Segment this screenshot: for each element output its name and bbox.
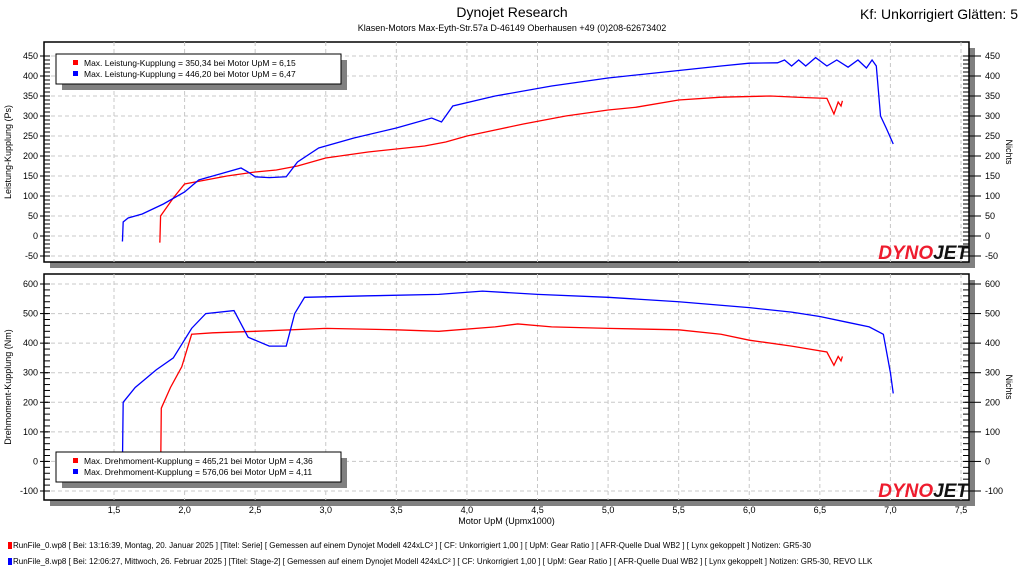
x-tick-label: 4,5 xyxy=(531,505,544,515)
y2-tick-label: 100 xyxy=(985,191,1000,201)
run-8-color-swatch xyxy=(8,558,12,565)
y2-tick-label: 0 xyxy=(985,231,990,241)
y-tick-label: 200 xyxy=(23,151,38,161)
legend-swatch xyxy=(73,71,78,76)
correction-label: Kf: Unkorrigiert Glätten: 5 xyxy=(860,6,1018,22)
y-tick-label: 250 xyxy=(23,131,38,141)
x-tick-label: 2,5 xyxy=(249,505,262,515)
y-tick-label: 200 xyxy=(23,397,38,407)
y2-tick-label: 300 xyxy=(985,111,1000,121)
y-axis-label: Drehmoment-Kupplung (Nm) xyxy=(3,329,13,445)
y2-tick-label: 150 xyxy=(985,171,1000,181)
x-tick-label: 7,5 xyxy=(955,505,968,515)
x-tick-label: 6,5 xyxy=(814,505,827,515)
y2-tick-label: 100 xyxy=(985,427,1000,437)
y2-axis-label: Nichts xyxy=(1004,139,1014,165)
y2-tick-label: -100 xyxy=(985,486,1003,496)
legend-entry: Max. Drehmoment-Kupplung = 576,06 bei Mo… xyxy=(84,467,312,477)
y2-tick-label: 450 xyxy=(985,51,1000,61)
y-tick-label: 600 xyxy=(23,279,38,289)
y2-tick-label: 200 xyxy=(985,397,1000,407)
y2-tick-label: 400 xyxy=(985,338,1000,348)
y-tick-label: -100 xyxy=(20,486,38,496)
series-line-RunFile_0 xyxy=(159,95,844,243)
x-tick-label: 3,0 xyxy=(319,505,332,515)
x-tick-label: 6,0 xyxy=(743,505,756,515)
chart-subtitle: Klasen-Motors Max-Eyth-Str.57a D-46149 O… xyxy=(357,23,667,33)
y-tick-label: 300 xyxy=(23,111,38,121)
run-0-text: RunFile_0.wp8 [ Bei: 13:16:39, Montag, 2… xyxy=(13,541,812,550)
y-tick-label: 450 xyxy=(23,51,38,61)
y-tick-label: 100 xyxy=(23,191,38,201)
legend-box xyxy=(55,53,342,85)
legend-entry: Max. Drehmoment-Kupplung = 465,21 bei Mo… xyxy=(84,456,313,466)
dynojet-logo: DYNOJET xyxy=(878,481,969,502)
y-tick-label: 150 xyxy=(23,171,38,181)
series-line-RunFile_8 xyxy=(121,56,894,242)
legend-box xyxy=(55,451,342,483)
legend-entry: Max. Leistung-Kupplung = 446,20 bei Moto… xyxy=(84,69,296,79)
y-tick-label: 50 xyxy=(28,211,38,221)
y2-tick-label: 300 xyxy=(985,368,1000,378)
y-tick-label: 100 xyxy=(23,427,38,437)
run-0-color-swatch xyxy=(8,542,12,549)
x-tick-label: 5,0 xyxy=(602,505,615,515)
y-tick-label: 0 xyxy=(33,456,38,466)
legend-swatch xyxy=(73,469,78,474)
y2-tick-label: 250 xyxy=(985,131,1000,141)
series-line-RunFile_8 xyxy=(121,290,894,462)
series-line-RunFile_0 xyxy=(159,323,844,480)
y-tick-label: 0 xyxy=(33,231,38,241)
y2-tick-label: 200 xyxy=(985,151,1000,161)
y-tick-label: 400 xyxy=(23,338,38,348)
y2-tick-label: -50 xyxy=(985,251,998,261)
legend-entry: Max. Leistung-Kupplung = 350,34 bei Moto… xyxy=(84,58,296,68)
legend-swatch xyxy=(73,458,78,463)
y2-tick-label: 600 xyxy=(985,279,1000,289)
y2-tick-label: 0 xyxy=(985,456,990,466)
y-tick-label: 500 xyxy=(23,309,38,319)
run-8-text: RunFile_8.wp8 [ Bei: 12:06:27, Mittwoch,… xyxy=(13,557,873,566)
y-tick-label: 400 xyxy=(23,71,38,81)
y-tick-label: 300 xyxy=(23,368,38,378)
x-tick-label: 7,0 xyxy=(884,505,897,515)
chart-title: Dynojet Research xyxy=(456,4,568,20)
y-axis-label: Leistung-Kupplung (Ps) xyxy=(3,105,13,199)
y-tick-label: -50 xyxy=(25,251,38,261)
y-tick-label: 350 xyxy=(23,91,38,101)
y2-tick-label: 50 xyxy=(985,211,995,221)
dynojet-logo: DYNOJET xyxy=(878,243,969,264)
x-tick-label: 2,0 xyxy=(178,505,191,515)
x-axis-label: Motor UpM (Upmx1000) xyxy=(458,516,555,526)
run-info-0: RunFile_0.wp8 [ Bei: 13:16:39, Montag, 2… xyxy=(8,541,811,550)
y2-axis-label: Nichts xyxy=(1004,374,1014,400)
x-tick-label: 3,5 xyxy=(390,505,403,515)
y2-tick-label: 350 xyxy=(985,91,1000,101)
y2-tick-label: 500 xyxy=(985,309,1000,319)
y2-tick-label: 400 xyxy=(985,71,1000,81)
run-info-8: RunFile_8.wp8 [ Bei: 12:06:27, Mittwoch,… xyxy=(8,557,872,566)
x-tick-label: 1,5 xyxy=(108,505,121,515)
legend-swatch xyxy=(73,60,78,65)
x-tick-label: 5,5 xyxy=(672,505,685,515)
x-tick-label: 4,0 xyxy=(461,505,474,515)
